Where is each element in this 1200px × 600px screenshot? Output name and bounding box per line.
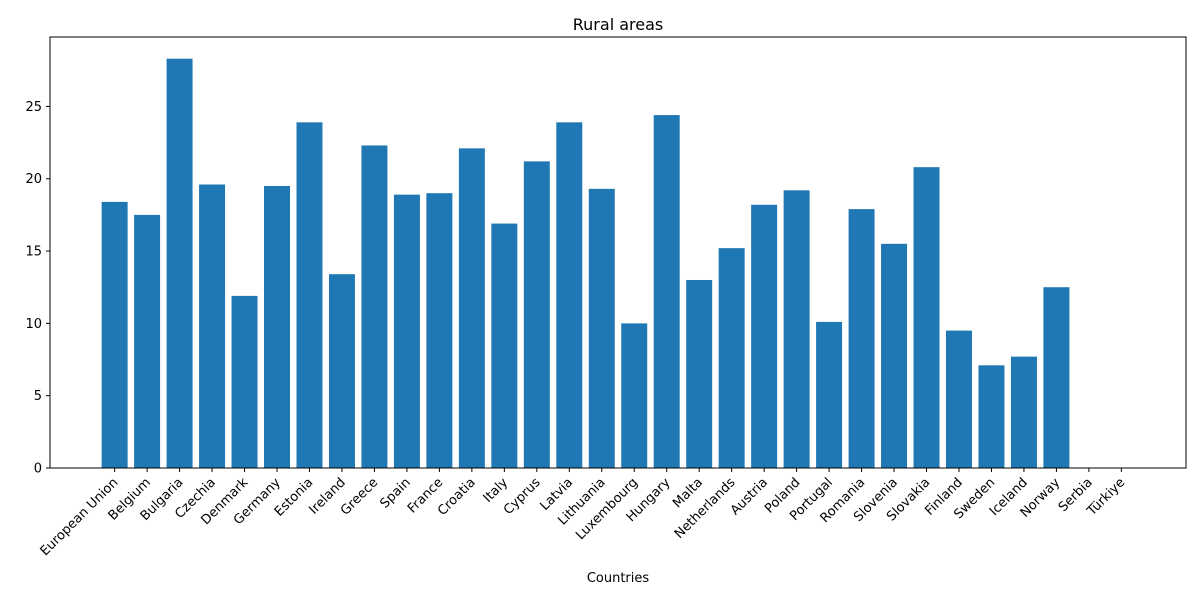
y-tick-label: 5 [34,389,42,404]
bar-7 [328,274,355,468]
bar-3 [199,184,226,468]
bar-6 [296,122,323,468]
plot-frame [49,36,1187,469]
y-tick-label: 25 [25,100,42,115]
bars-layer [101,58,1070,469]
bar-28 [1010,356,1037,468]
chart-title: Rural areas [573,15,663,34]
bar-8 [361,145,388,468]
bar-5 [264,185,290,468]
x-axis: European UnionBelgiumBulgariaCzechiaDenm… [38,468,1128,559]
bar-14 [556,122,583,468]
bar-27 [978,365,1005,468]
y-tick-label: 0 [34,462,42,477]
bar-2 [166,58,193,468]
bar-9 [393,194,420,468]
bar-29 [1043,287,1070,468]
x-axis-label: Countries [587,571,650,586]
y-axis: 0 5 10 15 20 25 [25,100,50,477]
bar-1 [134,214,161,468]
bar-25 [913,167,940,469]
bar-23 [848,209,875,469]
bar-21 [783,190,810,468]
bar-16 [621,323,648,468]
bar-11 [458,148,485,468]
bar-4 [231,295,258,468]
y-tick-label: 20 [25,172,42,187]
axes-layer [49,36,1187,469]
y-tick-label: 15 [25,245,42,260]
bar-18 [686,279,713,468]
bar-24 [881,243,908,468]
bar-20 [751,204,778,468]
bar-13 [523,161,550,468]
y-tick-label: 10 [25,317,42,332]
bar-10 [426,193,453,468]
bar-19 [718,248,745,468]
bar-0 [101,201,128,468]
bar-22 [816,321,843,468]
bar-15 [588,188,615,469]
x-tick-label: Cyprus [501,475,544,518]
bar-12 [491,223,518,468]
bar-26 [946,330,972,468]
bar-17 [653,115,680,468]
